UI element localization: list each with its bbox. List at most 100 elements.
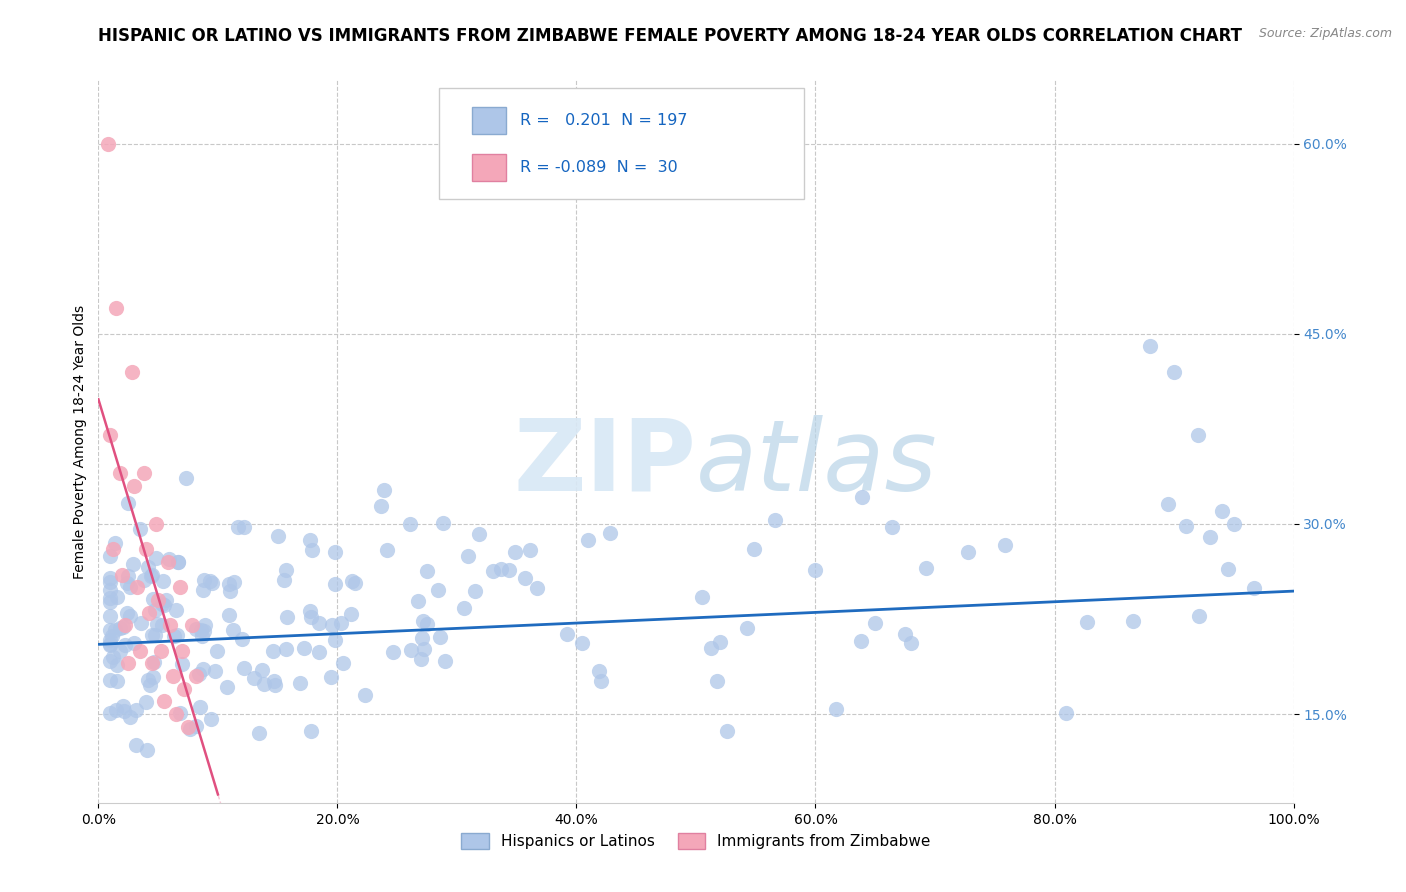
Point (117, 569, 139, 583)
Point (849, 633, 872, 648)
Point (464, 583, 486, 598)
Point (121, 558, 143, 572)
Point (555, 626, 578, 640)
Point (97, 136, 120, 151)
Point (262, 644, 284, 658)
Point (221, 623, 243, 637)
Point (1056, 706, 1078, 720)
Point (468, 526, 491, 541)
Point (219, 583, 242, 598)
Point (742, 542, 765, 557)
Point (709, 635, 731, 649)
Point (156, 555, 179, 569)
Point (599, 526, 621, 541)
Point (173, 681, 195, 696)
Point (308, 616, 330, 631)
Point (481, 564, 503, 578)
Point (273, 574, 295, 588)
Point (301, 543, 323, 558)
Point (125, 580, 148, 594)
Point (321, 617, 343, 632)
Point (427, 583, 450, 598)
Point (157, 552, 180, 566)
Point (143, 628, 166, 642)
Point (141, 628, 163, 642)
Point (98, 638, 122, 652)
Point (170, 657, 193, 671)
Point (105, 703, 128, 717)
Point (308, 645, 330, 659)
Point (193, 662, 215, 676)
Point (193, 624, 215, 638)
Point (167, 555, 190, 569)
Point (994, 538, 1017, 552)
Point (1139, 339, 1161, 353)
Point (100, 629, 122, 643)
Point (111, 699, 134, 714)
Point (243, 671, 266, 685)
Point (108, 467, 131, 481)
Point (401, 643, 423, 657)
Point (146, 616, 169, 631)
Point (218, 608, 240, 623)
Point (416, 564, 439, 578)
Point (276, 610, 298, 624)
Point (152, 574, 174, 588)
Point (135, 695, 157, 709)
Point (453, 600, 475, 615)
Point (136, 673, 159, 687)
Point (429, 630, 451, 644)
Point (143, 603, 166, 617)
Point (375, 543, 398, 558)
Point (1122, 615, 1144, 629)
Point (373, 483, 395, 497)
Point (149, 643, 172, 657)
Point (108, 621, 131, 635)
Point (411, 631, 433, 645)
Point (193, 573, 215, 587)
Point (141, 670, 163, 684)
Point (193, 582, 215, 597)
Point (98, 591, 122, 606)
Point (190, 623, 212, 637)
Point (142, 591, 165, 606)
Point (264, 678, 287, 692)
Point (101, 649, 124, 664)
Point (253, 677, 276, 691)
Point (166, 628, 188, 642)
Point (105, 301, 128, 316)
Point (266, 529, 288, 543)
Point (118, 580, 141, 594)
FancyBboxPatch shape (472, 154, 506, 181)
Point (340, 574, 363, 589)
Point (131, 615, 153, 630)
Point (432, 516, 454, 530)
Point (191, 629, 214, 643)
Point (325, 576, 347, 591)
Point (1156, 497, 1178, 511)
Point (141, 568, 163, 582)
Point (851, 490, 873, 504)
Point (956, 545, 979, 559)
Point (162, 669, 184, 683)
Text: Source: ZipAtlas.com: Source: ZipAtlas.com (1258, 27, 1392, 40)
Point (98, 673, 122, 688)
Point (179, 723, 201, 737)
Point (98, 549, 122, 563)
Point (232, 519, 254, 533)
Point (101, 542, 124, 557)
Point (105, 657, 128, 672)
Point (141, 657, 163, 671)
Point (104, 536, 127, 550)
Point (120, 710, 142, 724)
Point (576, 533, 599, 547)
Point (121, 365, 143, 379)
Point (129, 643, 152, 657)
Point (201, 576, 224, 591)
Point (169, 706, 191, 720)
Point (128, 523, 150, 537)
Point (381, 645, 404, 659)
Point (1243, 582, 1265, 596)
Point (489, 562, 512, 576)
Point (153, 598, 176, 612)
